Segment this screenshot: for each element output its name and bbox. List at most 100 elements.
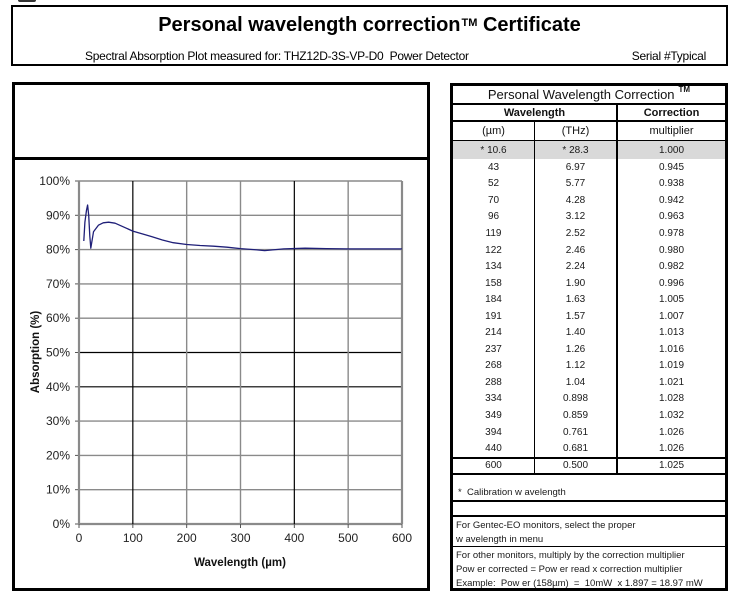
y-tick-label: 20%: [46, 448, 70, 462]
correction-multiplier-cell: 0.942: [658, 194, 685, 206]
correction-multiplier-cell: 1.013: [658, 327, 685, 339]
wavelength-um-cell: 349: [453, 407, 535, 424]
gentec-note-row: For Gentec-EO monitors, select the prope…: [453, 517, 725, 547]
frequency-thz-cell: 0.761: [535, 423, 618, 441]
x-tick-label: 300: [230, 531, 250, 545]
trademark-mark: TM: [461, 17, 478, 29]
correction-multiplier-cell: 1.000: [658, 144, 685, 156]
other-note-line: For other monitors, multiply by the corr…: [456, 549, 685, 561]
footnote-row: * Calibration w avelength: [453, 475, 725, 502]
correction-multiplier-cell: 0.982: [658, 261, 685, 273]
correction-multiplier-cell: 1.019: [658, 360, 685, 372]
x-tick-label: 100: [123, 531, 143, 545]
certificate-header: Personal wavelength correctionTM Certifi…: [11, 5, 728, 66]
wavelength-um-cell: 394: [453, 423, 535, 441]
table-row: 288 1.04 1.021: [453, 374, 725, 391]
gentec-note: For Gentec-EO monitors, select the prope…: [453, 517, 636, 546]
x-axis-title: Wavelength (µm): [194, 557, 286, 569]
wavelength-um-cell: 214: [453, 324, 535, 342]
table-row: 394 0.761 1.026: [453, 423, 725, 441]
x-tick-label: 500: [338, 531, 358, 545]
frequency-thz-cell: 1.12: [535, 357, 618, 375]
table-row: 96 3.12 0.963: [453, 208, 725, 226]
absorption-curve: [83, 204, 402, 252]
frequency-thz-cell: 2.52: [535, 225, 618, 242]
frequency-thz-cell: 1.63: [535, 291, 618, 308]
title-main: Personal wavelength correction: [158, 14, 461, 36]
column-header-multiplier: multiplier: [649, 125, 694, 137]
table-row: 119 2.52 0.978: [453, 225, 725, 242]
frequency-thz-cell: 1.26: [535, 341, 618, 358]
wavelength-um-cell: 122: [453, 241, 535, 259]
correction-multiplier-cell: 1.005: [658, 294, 685, 306]
wavelength-um-cell: 334: [453, 390, 535, 408]
wavelength-um-cell: 119: [453, 225, 535, 242]
calibration-footnote: * Calibration w avelength: [458, 486, 566, 498]
frequency-thz-cell: 1.90: [535, 274, 618, 292]
frequency-thz-cell: 2.24: [535, 258, 618, 275]
correction-multiplier-cell: 0.978: [658, 227, 685, 239]
frequency-thz-cell: 1.40: [535, 324, 618, 342]
title-end: Certificate: [477, 14, 581, 36]
column-header-thz: (THz): [535, 122, 618, 140]
frequency-thz-cell: 2.46: [535, 241, 618, 259]
correction-multiplier-cell: 1.026: [658, 443, 685, 455]
table-row: 134 2.24 0.982: [453, 258, 725, 275]
correction-multiplier-cell: 1.016: [658, 343, 685, 355]
table-row: 43 6.97 0.945: [453, 159, 725, 176]
other-monitors-note-row: For other monitors, multiply by the corr…: [453, 547, 725, 591]
table-row: 214 1.40 1.013: [453, 324, 725, 342]
table-row: 52 5.77 0.938: [453, 175, 725, 193]
table-title-row: Personal Wavelength Correction TM: [453, 86, 725, 105]
frequency-thz-cell: 5.77: [535, 175, 618, 193]
wavelength-um-cell: 184: [453, 291, 535, 308]
table-row: 334 0.898 1.028: [453, 390, 725, 408]
y-tick-label: 70%: [46, 277, 70, 291]
y-tick-label: 50%: [46, 346, 70, 360]
x-tick-label: 0: [76, 531, 83, 545]
trademark-mark: TM: [678, 86, 691, 94]
table-row-600: 600 0.500 1.025: [453, 456, 725, 475]
wavelength-um-cell: 268: [453, 357, 535, 375]
y-tick-label: 100%: [39, 174, 70, 188]
chart-panel-divider: [15, 157, 427, 160]
absorption-chart: Wavelength (µm) Absorption (%) 0% 10% 20% 3…: [30, 174, 412, 569]
table-row: 191 1.57 1.007: [453, 307, 725, 325]
correction-multiplier-cell: 0.945: [658, 161, 685, 173]
wavelength-um-cell: 158: [453, 274, 535, 292]
frequency-thz-cell: 3.12: [535, 208, 618, 226]
table-row: 184 1.63 1.005: [453, 291, 725, 308]
correction-multiplier-cell: 0.938: [658, 178, 685, 190]
column-header-row: (µm) (THz) multiplier: [453, 122, 725, 141]
gentec-note-line: w avelength in menu: [456, 533, 544, 545]
y-tick-label: 10%: [46, 483, 70, 497]
table-row: 440 0.681 1.026: [453, 440, 725, 457]
x-tick-label: 400: [284, 531, 304, 545]
table-row: 122 2.46 0.980: [453, 241, 725, 259]
frequency-thz-cell: 4.28: [535, 192, 618, 209]
x-tick-label: 200: [177, 531, 197, 545]
serial-number: Serial #Typical: [631, 49, 707, 63]
correction-multiplier-cell: 0.980: [658, 244, 685, 256]
wavelength-um-cell: * 10.6: [453, 141, 535, 159]
table-title: Personal Wavelength Correction TM: [453, 86, 725, 103]
chart-panel: [12, 82, 430, 591]
table-row: 349 0.859 1.032: [453, 407, 725, 424]
correction-multiplier-cell: 1.021: [658, 376, 685, 388]
frequency-thz-cell: 1.04: [535, 374, 618, 391]
wavelength-um-cell: 43: [453, 159, 535, 176]
table-row: 237 1.26 1.016: [453, 341, 725, 358]
correction-multiplier-cell: 1.007: [658, 310, 685, 322]
wavelength-um-cell: 440: [453, 440, 535, 457]
wavelength-um-cell: 134: [453, 258, 535, 275]
wavelength-group-header: Wavelength: [453, 105, 618, 120]
y-tick-label: 60%: [46, 311, 70, 325]
frequency-thz-cell: 0.500: [535, 458, 618, 473]
correction-multiplier-cell: 1.032: [658, 409, 685, 421]
wavelength-um-cell: 237: [453, 341, 535, 358]
other-monitors-note: For other monitors, multiply by the corr…: [453, 547, 703, 591]
empty-row: [453, 502, 725, 517]
table-title-text: Personal Wavelength Correction: [487, 87, 675, 102]
wavelength-um-cell: 191: [453, 307, 535, 325]
wavelength-um-cell: 600: [453, 458, 535, 473]
